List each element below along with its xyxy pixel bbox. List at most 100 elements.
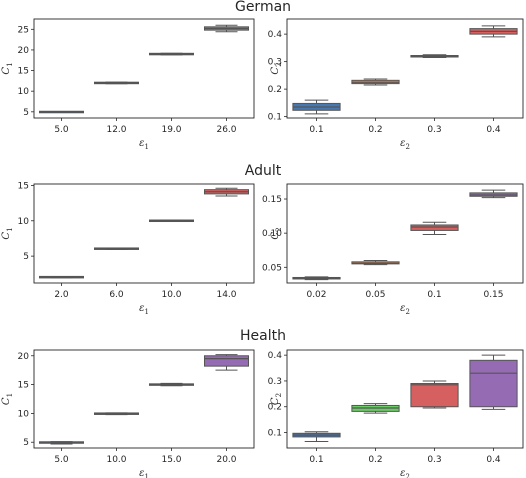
y-tick-label: 0.2: [268, 85, 282, 95]
x-axis-label-subscript: 1: [144, 473, 148, 478]
box-12.0: [95, 82, 139, 84]
box-10.0: [150, 220, 194, 222]
y-axis-label-subscript: 1: [6, 393, 14, 397]
x-tick-label: 14.0: [216, 290, 236, 300]
y-axis-label: C1: [1, 227, 14, 239]
x-axis-label-subscript: 1: [144, 143, 148, 151]
y-tick-label: 10: [18, 217, 30, 227]
y-axis-label-subscript: 2: [275, 227, 283, 231]
x-tick-label: 26.0: [216, 125, 236, 135]
x-tick-label: 0.4: [486, 455, 501, 465]
y-tick-label: 0.3: [268, 377, 282, 387]
box-6.0: [95, 248, 139, 250]
x-tick-label: 0.02: [306, 290, 326, 300]
box-2.0: [40, 276, 84, 278]
row-title: Health: [240, 328, 286, 344]
x-axis-label-subscript: 2: [405, 143, 409, 151]
y-tick-label: 0.15: [262, 195, 282, 205]
x-axis-label: ε2: [400, 138, 410, 151]
x-tick-label: 6.0: [109, 290, 124, 300]
box-5.0: [40, 111, 84, 113]
box-0.02: [293, 277, 340, 280]
y-tick-label: 5: [23, 252, 29, 262]
box-10.0: [95, 413, 139, 415]
x-axis-label: ε2: [400, 303, 410, 316]
y-tick-label: 0.1: [268, 429, 282, 439]
y-tick-label: 15: [18, 181, 29, 191]
chart-german-1: 5 10 15 20 25 5.0 12.0 19.0 26.0 ε1 C1: [1, 19, 254, 151]
y-axis-label-subscript: 1: [6, 227, 14, 231]
box-20.0: [205, 355, 249, 371]
chart-german-2: 0.10.20.30.40.1 0.2 0.3 0.4ε2C2: [268, 19, 523, 151]
box-0.1: [293, 100, 340, 114]
x-tick-label: 19.0: [161, 125, 181, 135]
x-tick-label: 0.1: [309, 455, 323, 465]
box-26.0: [205, 25, 249, 32]
x-tick-label: 20.0: [216, 455, 236, 465]
axes-frame: [34, 19, 254, 118]
x-tick-label: 12.0: [106, 125, 126, 135]
x-tick-label: 0.3: [427, 455, 441, 465]
x-tick-label: 0.4: [486, 125, 501, 135]
x-tick-label: 0.1: [309, 125, 323, 135]
box-15.0: [150, 383, 194, 385]
box-0.1: [411, 222, 458, 234]
x-tick-label: 10.0: [161, 290, 181, 300]
x-axis-label-subscript: 2: [405, 308, 409, 316]
x-axis-label-subscript: 1: [144, 308, 148, 316]
axes-frame: [34, 184, 254, 283]
x-tick-label: 0.05: [365, 290, 385, 300]
y-tick-label: 0.05: [262, 263, 282, 273]
y-tick-label: 5: [23, 438, 29, 448]
y-tick-label: 10: [18, 87, 30, 97]
row-health: Health51015205.0 10.0 15.0 20.0ε1C10.10.20.…: [1, 328, 523, 478]
y-axis-label: C1: [1, 62, 14, 74]
box-iqr: [205, 356, 249, 366]
y-tick-label: 10: [18, 409, 30, 419]
y-tick-label: 20: [18, 46, 30, 56]
x-tick-label: 10.0: [106, 455, 126, 465]
x-tick-label: 15.0: [161, 455, 181, 465]
box-iqr: [470, 360, 517, 406]
y-axis-label-subscript: 2: [275, 393, 283, 397]
box-14.0: [205, 188, 249, 196]
box-iqr: [411, 384, 458, 407]
y-axis-label-subscript: 2: [275, 62, 283, 66]
box-0.05: [352, 260, 399, 264]
x-tick-label: 0.15: [483, 290, 503, 300]
box-iqr: [411, 225, 458, 230]
y-tick-label: 25: [18, 25, 29, 35]
y-axis-label: C1: [1, 393, 14, 405]
box-0.2: [352, 404, 399, 414]
y-tick-label: 15: [18, 381, 29, 391]
box-0.2: [352, 79, 399, 85]
box-19.0: [150, 53, 194, 55]
x-axis-label: ε2: [400, 468, 410, 478]
box-0.4: [470, 26, 517, 37]
chart-adult-1: 5 10 15 2.0 6.0 10.0 14.0 ε1 C1: [1, 181, 254, 316]
x-axis-label: ε1: [139, 138, 149, 151]
y-tick-label: 0.1: [268, 113, 282, 123]
x-tick-label: 0.1: [427, 290, 441, 300]
y-tick-label: 20: [18, 352, 30, 362]
chart-health-1: 51015205.0 10.0 15.0 20.0ε1C1: [1, 350, 254, 478]
y-tick-label: 5: [23, 108, 29, 118]
axes-frame: [287, 184, 523, 283]
x-tick-label: 2.0: [54, 290, 69, 300]
x-tick-label: 0.2: [368, 125, 382, 135]
box-5.0: [40, 442, 84, 444]
row-title: Adult: [245, 163, 282, 179]
box-0.3: [411, 55, 458, 58]
y-tick-label: 0.4: [268, 30, 283, 40]
y-axis-label-subscript: 1: [6, 62, 14, 66]
row-title: German: [235, 0, 291, 15]
x-axis-label: ε1: [139, 303, 149, 316]
x-tick-label: 5.0: [54, 125, 69, 135]
row-german: German 5 10 15 20 25 5.0 12.0 19.0 26.0 ε1 C1 0.1 0.2…: [1, 0, 523, 151]
box-0.15: [470, 190, 517, 198]
box-0.4: [470, 355, 517, 409]
y-tick-label: 15: [18, 67, 29, 77]
